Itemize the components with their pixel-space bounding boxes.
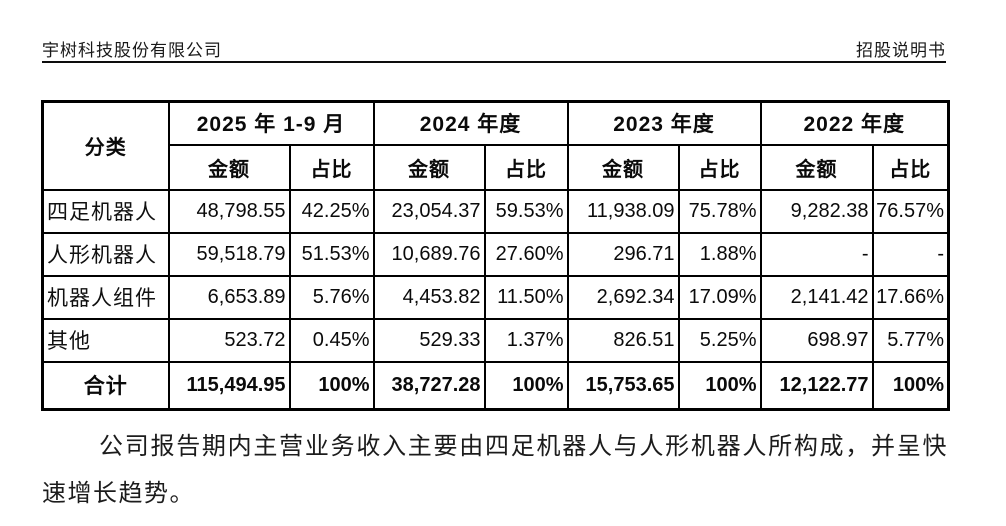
total-cell: 38,727.28 bbox=[372, 360, 486, 411]
table-cell: 76.57% bbox=[871, 188, 950, 234]
table-cell: 4,453.82 bbox=[372, 274, 486, 320]
company-name: 宇树科技股份有限公司 bbox=[42, 41, 222, 60]
table-cell: 6,653.89 bbox=[167, 274, 291, 320]
total-cell: 115,494.95 bbox=[167, 360, 291, 411]
table-cell: 826.51 bbox=[566, 317, 680, 363]
table-cell: 17.09% bbox=[677, 274, 762, 320]
header-rule bbox=[42, 61, 946, 63]
table-cell: 59,518.79 bbox=[167, 231, 291, 277]
table-cell: 9,282.38 bbox=[759, 188, 874, 234]
total-label: 合计 bbox=[41, 360, 170, 411]
row-label: 人形机器人 bbox=[41, 231, 170, 277]
table-cell: 2,692.34 bbox=[566, 274, 680, 320]
total-cell: 100% bbox=[288, 360, 375, 411]
ratio-subheader: 占比 bbox=[483, 143, 569, 191]
table-cell: 2,141.42 bbox=[759, 274, 874, 320]
total-cell: 100% bbox=[483, 360, 569, 411]
total-cell: 15,753.65 bbox=[566, 360, 680, 411]
ratio-subheader: 占比 bbox=[871, 143, 950, 191]
row-label: 其他 bbox=[41, 317, 170, 363]
table-row-other: 其他 523.72 0.45% 529.33 1.37% 826.51 5.25… bbox=[41, 317, 950, 363]
table-cell: 42.25% bbox=[288, 188, 375, 234]
total-row: 合计 115,494.95 100% 38,727.28 100% 15,753… bbox=[41, 360, 950, 411]
table-cell: 523.72 bbox=[167, 317, 291, 363]
table-cell: 17.66% bbox=[871, 274, 950, 320]
table-cell: 5.76% bbox=[288, 274, 375, 320]
amount-subheader: 金额 bbox=[566, 143, 680, 191]
ratio-subheader: 占比 bbox=[677, 143, 762, 191]
row-label: 机器人组件 bbox=[41, 274, 170, 320]
table-cell: 1.88% bbox=[677, 231, 762, 277]
table-cell: 5.25% bbox=[677, 317, 762, 363]
period-header-2022: 2022 年度 bbox=[759, 100, 950, 146]
summary-paragraph: 公司报告期内主营业务收入主要由四足机器人与人形机器人所构成，并呈快速增长趋势。 bbox=[42, 434, 948, 507]
table-cell: 1.37% bbox=[483, 317, 569, 363]
table-row-quadruped: 四足机器人 48,798.55 42.25% 23,054.37 59.53% … bbox=[41, 188, 950, 234]
table-cell: 11.50% bbox=[483, 274, 569, 320]
table-cell: 698.97 bbox=[759, 317, 874, 363]
table-cell: 75.78% bbox=[677, 188, 762, 234]
table-row-humanoid: 人形机器人 59,518.79 51.53% 10,689.76 27.60% … bbox=[41, 231, 950, 277]
table-cell: - bbox=[871, 231, 950, 277]
row-label: 四足机器人 bbox=[41, 188, 170, 234]
table-cell: 23,054.37 bbox=[372, 188, 486, 234]
amount-subheader: 金额 bbox=[759, 143, 874, 191]
table-cell: 27.60% bbox=[483, 231, 569, 277]
table-cell: 296.71 bbox=[566, 231, 680, 277]
total-cell: 100% bbox=[871, 360, 950, 411]
table-cell: 529.33 bbox=[372, 317, 486, 363]
amount-subheader: 金额 bbox=[372, 143, 486, 191]
period-header-2024: 2024 年度 bbox=[372, 100, 569, 146]
table-cell: 48,798.55 bbox=[167, 188, 291, 234]
table-cell: 10,689.76 bbox=[372, 231, 486, 277]
page-header: 宇树科技股份有限公司 招股说明书 bbox=[42, 36, 946, 61]
table-cell: 0.45% bbox=[288, 317, 375, 363]
revenue-table: 分类 2025 年 1-9 月 2024 年度 2023 年度 2022 年度 … bbox=[41, 100, 951, 411]
table-cell: - bbox=[759, 231, 874, 277]
period-header-2025: 2025 年 1-9 月 bbox=[167, 100, 375, 146]
table-row-components: 机器人组件 6,653.89 5.76% 4,453.82 11.50% 2,6… bbox=[41, 274, 950, 320]
amount-subheader: 金额 bbox=[167, 143, 291, 191]
table-cell: 59.53% bbox=[483, 188, 569, 234]
total-cell: 100% bbox=[677, 360, 762, 411]
table-cell: 5.77% bbox=[871, 317, 950, 363]
period-header-2023: 2023 年度 bbox=[566, 100, 762, 146]
doc-type-label: 招股说明书 bbox=[856, 41, 946, 60]
table-cell: 11,938.09 bbox=[566, 188, 680, 234]
corner-cell: 分类 bbox=[41, 100, 170, 191]
total-cell: 12,122.77 bbox=[759, 360, 874, 411]
ratio-subheader: 占比 bbox=[288, 143, 375, 191]
table-cell: 51.53% bbox=[288, 231, 375, 277]
